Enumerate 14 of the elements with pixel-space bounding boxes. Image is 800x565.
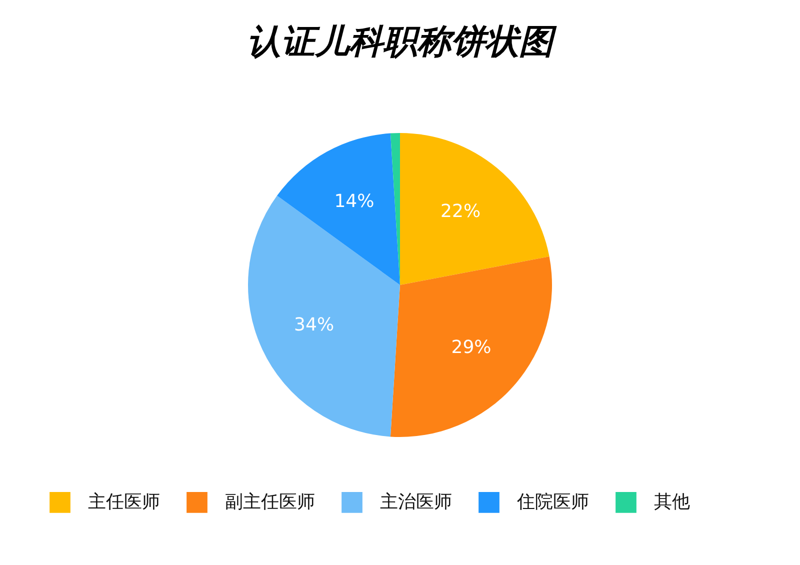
data-label: 34% [294,314,334,336]
legend-label: 主任医师 [88,491,160,512]
data-label: 22% [440,200,481,222]
pie-slice [277,133,400,285]
legend-label: 住院医师 [516,491,589,512]
chart-title: 认证儿科职称饼状图 [247,22,557,62]
legend-label: 主治医师 [380,491,452,512]
pie-slice [390,256,552,437]
data-label: 14% [334,190,374,212]
data-label: 29% [451,336,492,358]
legend-label: 副主任医师 [225,491,315,512]
pie-slice [248,196,400,437]
pie-slice [400,133,550,285]
legend-label: 其他 [654,491,690,512]
